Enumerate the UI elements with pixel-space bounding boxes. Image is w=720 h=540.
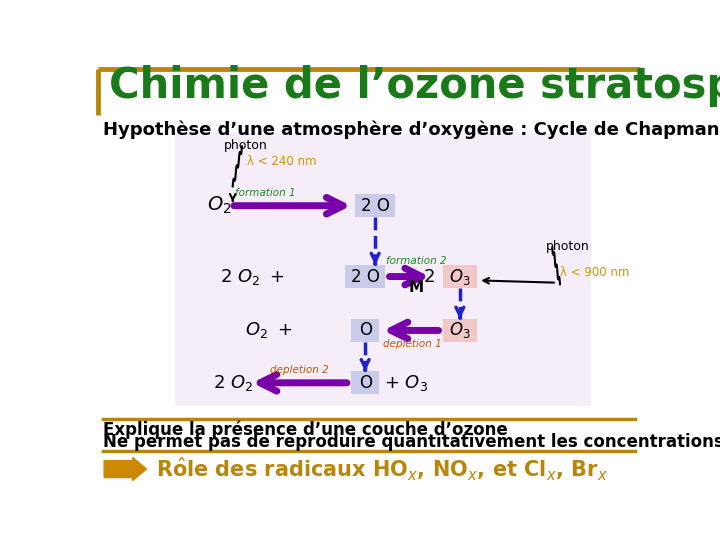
Text: 2 O: 2 O xyxy=(351,267,379,286)
Text: $2\ O_2\ +$: $2\ O_2\ +$ xyxy=(220,267,284,287)
Text: photon: photon xyxy=(224,139,268,152)
FancyBboxPatch shape xyxy=(351,372,379,394)
Text: photon: photon xyxy=(546,240,590,253)
FancyArrow shape xyxy=(104,457,146,481)
Text: Chimie de l’ozone stratosphérique: Chimie de l’ozone stratosphérique xyxy=(109,64,720,107)
Text: $O_2\ +$: $O_2\ +$ xyxy=(245,320,292,340)
Text: formation 1: formation 1 xyxy=(235,188,295,198)
Text: 2: 2 xyxy=(423,267,435,286)
Text: $O_3$: $O_3$ xyxy=(449,267,471,287)
FancyBboxPatch shape xyxy=(351,319,379,342)
Text: O: O xyxy=(359,374,372,392)
Text: R$\hat{\mathbf{o}}$le des radicaux HO$_x$, NO$_x$, et Cl$_x$, Br$_x$: R$\hat{\mathbf{o}}$le des radicaux HO$_x… xyxy=(156,455,608,483)
Text: $O_3$: $O_3$ xyxy=(449,320,471,340)
Text: $O_2$: $O_2$ xyxy=(207,195,231,217)
Text: 2 O: 2 O xyxy=(361,197,390,215)
Text: λ < 900 nm: λ < 900 nm xyxy=(560,266,629,279)
Text: Ne permet pas de reproduire quantitativement les concentrations d’ozone: Ne permet pas de reproduire quantitative… xyxy=(102,433,720,451)
FancyBboxPatch shape xyxy=(355,194,395,217)
FancyBboxPatch shape xyxy=(175,132,590,406)
Text: λ < 240 nm: λ < 240 nm xyxy=(248,155,317,168)
Text: Explique la présence d’une couche d’ozone: Explique la présence d’une couche d’ozon… xyxy=(102,421,508,439)
Text: O: O xyxy=(359,321,372,340)
Text: M: M xyxy=(409,280,424,295)
FancyBboxPatch shape xyxy=(443,319,477,342)
Text: depletion 1: depletion 1 xyxy=(383,339,442,349)
Text: $+\ O_3$: $+\ O_3$ xyxy=(384,373,428,393)
FancyBboxPatch shape xyxy=(443,265,477,288)
Text: formation 2: formation 2 xyxy=(386,256,446,266)
Text: $2\ O_2$: $2\ O_2$ xyxy=(212,373,253,393)
FancyBboxPatch shape xyxy=(345,265,385,288)
Text: depletion 2: depletion 2 xyxy=(269,366,328,375)
Text: Hypothèse d’une atmosphère d’oxygène : Cycle de Chapman (1930): Hypothèse d’une atmosphère d’oxygène : C… xyxy=(102,120,720,139)
